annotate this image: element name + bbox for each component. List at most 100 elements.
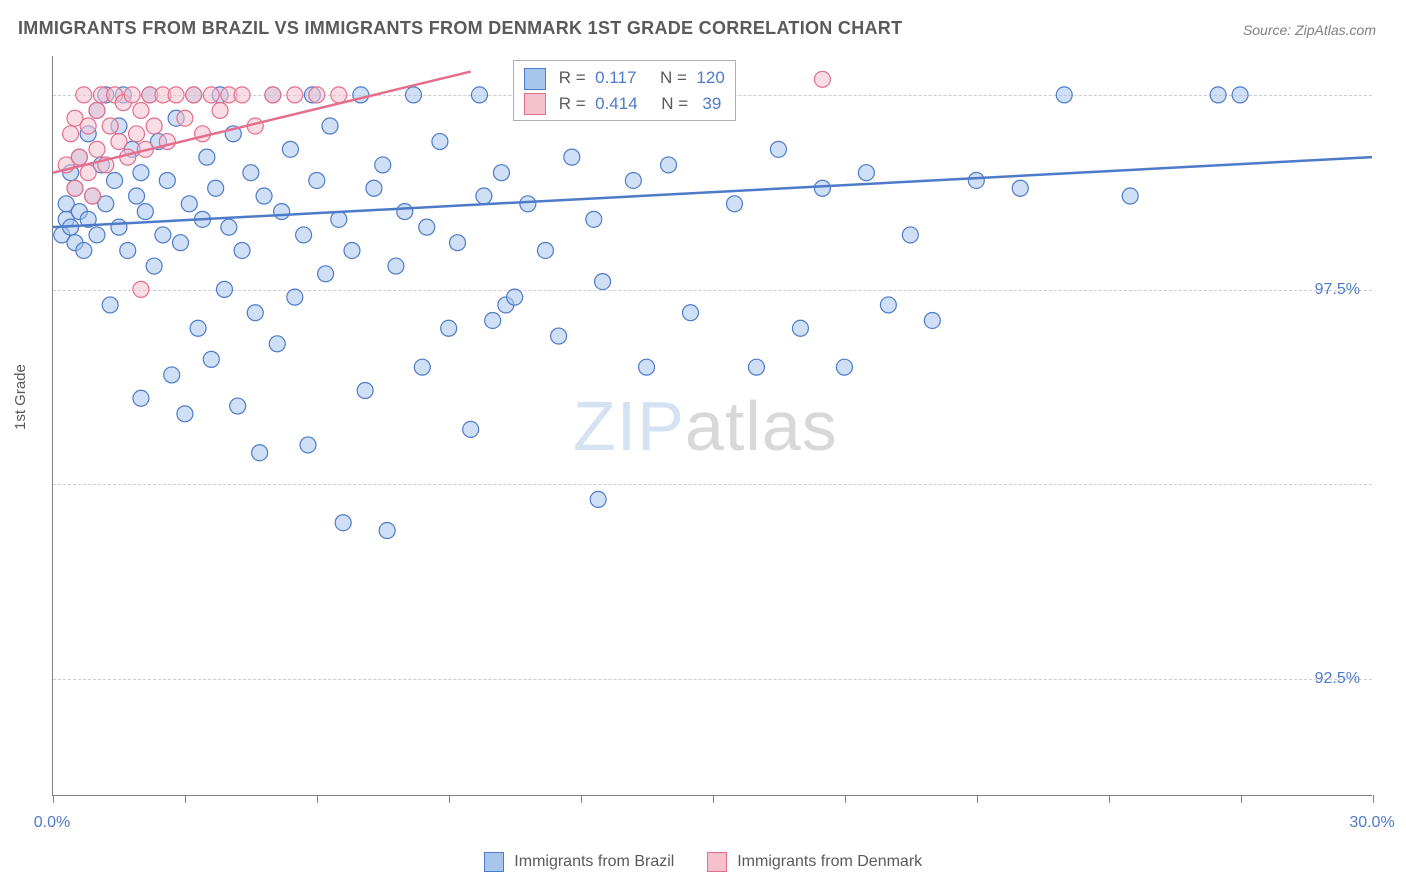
data-point — [102, 118, 118, 134]
data-point — [335, 515, 351, 531]
data-point — [432, 134, 448, 150]
data-point — [230, 398, 246, 414]
bottom-legend: Immigrants from Brazil Immigrants from D… — [0, 852, 1406, 872]
legend-swatch-denmark — [707, 852, 727, 872]
data-point — [133, 102, 149, 118]
data-point — [89, 102, 105, 118]
n-label-brazil: N = — [660, 68, 687, 87]
data-point — [1056, 87, 1072, 103]
data-point — [814, 180, 830, 196]
data-point — [441, 320, 457, 336]
data-point — [181, 196, 197, 212]
y-tick-label: 92.5% — [1315, 670, 1360, 688]
data-point — [80, 118, 96, 134]
r-label-denmark: R = — [559, 94, 586, 113]
chart-title: IMMIGRANTS FROM BRAZIL VS IMMIGRANTS FRO… — [18, 18, 902, 39]
data-point — [968, 172, 984, 188]
data-point — [309, 172, 325, 188]
data-point — [129, 126, 145, 142]
data-point — [318, 266, 334, 282]
legend-label-brazil: Immigrants from Brazil — [514, 853, 674, 870]
data-point — [924, 312, 940, 328]
legend-swatch-brazil — [484, 852, 504, 872]
x-tick — [53, 795, 54, 803]
data-point — [89, 141, 105, 157]
data-point — [344, 242, 360, 258]
data-point — [357, 383, 373, 399]
data-point — [256, 188, 272, 204]
x-tick — [977, 795, 978, 803]
data-point — [476, 188, 492, 204]
x-tick — [1241, 795, 1242, 803]
data-point — [133, 281, 149, 297]
data-point — [265, 87, 281, 103]
data-point — [406, 87, 422, 103]
data-point — [485, 312, 501, 328]
x-tick-label: 0.0% — [34, 814, 70, 832]
data-point — [287, 87, 303, 103]
data-point — [331, 211, 347, 227]
data-point — [194, 126, 210, 142]
data-point — [748, 359, 764, 375]
data-point — [252, 445, 268, 461]
data-point — [203, 351, 219, 367]
data-point — [726, 196, 742, 212]
data-point — [590, 491, 606, 507]
data-point — [85, 188, 101, 204]
data-point — [792, 320, 808, 336]
chart-container: { "title": "IMMIGRANTS FROM BRAZIL VS IM… — [0, 0, 1406, 892]
data-point — [520, 196, 536, 212]
data-point — [146, 258, 162, 274]
data-point — [683, 305, 699, 321]
data-point — [221, 219, 237, 235]
data-point — [625, 172, 641, 188]
data-point — [63, 126, 79, 142]
data-point — [208, 180, 224, 196]
data-point — [212, 102, 228, 118]
data-point — [282, 141, 298, 157]
corr-legend-row-denmark: R = 0.414 N = 39 — [524, 91, 725, 117]
data-point — [274, 204, 290, 220]
data-point — [595, 274, 611, 290]
swatch-denmark — [524, 93, 546, 115]
x-tick — [449, 795, 450, 803]
data-point — [858, 165, 874, 181]
r-label-brazil: R = — [559, 68, 586, 87]
data-point — [397, 204, 413, 220]
data-point — [111, 134, 127, 150]
data-point — [814, 71, 830, 87]
data-point — [309, 87, 325, 103]
x-tick — [1373, 795, 1374, 803]
data-point — [586, 211, 602, 227]
data-point — [159, 172, 175, 188]
data-point — [1210, 87, 1226, 103]
data-point — [67, 180, 83, 196]
data-point — [449, 235, 465, 251]
data-point — [375, 157, 391, 173]
data-point — [463, 421, 479, 437]
data-point — [155, 227, 171, 243]
data-point — [124, 87, 140, 103]
data-point — [331, 87, 347, 103]
data-point — [234, 87, 250, 103]
data-point — [76, 242, 92, 258]
r-value-brazil: 0.117 — [595, 68, 636, 87]
source-label: Source: ZipAtlas.com — [1243, 22, 1376, 38]
legend-label-denmark: Immigrants from Denmark — [737, 853, 922, 870]
data-point — [1232, 87, 1248, 103]
data-point — [71, 149, 87, 165]
data-point — [379, 523, 395, 539]
plot-svg — [53, 56, 1372, 795]
data-point — [137, 204, 153, 220]
data-point — [836, 359, 852, 375]
data-point — [216, 281, 232, 297]
x-tick — [713, 795, 714, 803]
n-label-denmark: N = — [661, 94, 688, 113]
data-point — [1122, 188, 1138, 204]
corr-legend-row-brazil: R = 0.117 N = 120 — [524, 65, 725, 91]
data-point — [76, 87, 92, 103]
data-point — [89, 227, 105, 243]
plot-area: ZIPatlas R = 0.117 N = 120 R = 0.414 N =… — [52, 56, 1372, 796]
data-point — [203, 87, 219, 103]
data-point — [414, 359, 430, 375]
